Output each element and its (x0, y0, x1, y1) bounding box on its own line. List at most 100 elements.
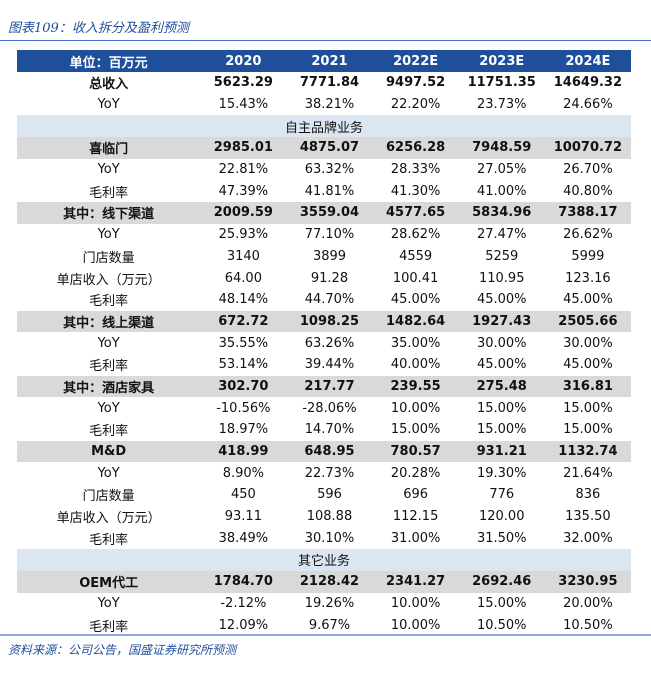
table-row: 单店收入（万元） 64.00 91.28 100.41 110.95 123.16 (17, 267, 631, 289)
cell-value: 63.32% (304, 162, 355, 178)
row-label: OEM代工 (17, 570, 201, 593)
row-label: YoY (97, 335, 120, 351)
cell-value: 14.70% (304, 422, 355, 438)
row-label: 毛利率 (89, 185, 129, 201)
cell-value: 9497.52 (386, 75, 446, 91)
section-row: 自主品牌业务 (17, 115, 631, 138)
row-label: YoY (97, 227, 120, 243)
revenue-forecast-table: 单位：百万元 2020 2021 2022E 2023E 2024E 总收入 56… (17, 50, 631, 636)
table-row: 其中：线上渠道 672.72 1098.25 1482.64 1927.43 2505.6… (17, 310, 631, 333)
cell-value: 20.00% (563, 595, 613, 611)
header-2020: 2020 (200, 50, 287, 72)
row-label: YoY (97, 97, 120, 113)
cell-value: 648.95 (286, 440, 373, 463)
cell-value: 108.88 (306, 509, 353, 525)
cell-value: 22.20% (390, 97, 441, 113)
cell-value: 19.26% (304, 595, 355, 611)
cell-value: 31.00% (390, 530, 441, 546)
cell-value: 1784.70 (200, 570, 287, 593)
table-row: 门店数量 3140 3899 4559 5259 5999 (17, 246, 631, 268)
cell-value: 10070.72 (544, 137, 631, 159)
table-row: YoY 15.43% 38.21% 22.20% 23.73% 24.66% (17, 94, 631, 116)
cell-value: 63.26% (304, 335, 355, 351)
section-title: 自主品牌业务 (17, 115, 631, 138)
cell-value: -28.06% (302, 400, 357, 416)
cell-value: 15.43% (218, 97, 269, 113)
cell-value: 3230.95 (544, 570, 631, 593)
table-row: 单店收入（万元） 93.11 108.88 112.15 120.00 135.50 (17, 506, 631, 528)
table-row: 喜临门 2985.01 4875.07 6256.28 7948.59 10070.72 (17, 137, 631, 159)
cell-value: 2128.42 (286, 570, 373, 593)
table-row: YoY 35.55% 63.26% 35.00% 30.00% 30.00% (17, 332, 631, 354)
cell-value: 931.21 (458, 440, 545, 463)
cell-value: 4559 (399, 248, 433, 264)
cell-value: 53.14% (218, 357, 269, 373)
cell-value: 15.00% (390, 422, 441, 438)
cell-value: 38.49% (218, 530, 269, 546)
cell-value: 5623.29 (213, 75, 273, 91)
cell-value: 9.67% (308, 617, 351, 633)
table-header-row: 单位：百万元 2020 2021 2022E 2023E 2024E (17, 50, 631, 72)
cell-value: 48.14% (218, 292, 269, 308)
cell-value: 10.50% (476, 617, 527, 633)
row-label: YoY (97, 595, 120, 611)
cell-value: 41.30% (390, 183, 441, 199)
cell-value: 26.62% (563, 227, 613, 243)
cell-value: 35.55% (218, 335, 269, 351)
cell-value: 3140 (226, 248, 260, 264)
table-row: YoY 25.93% 77.10% 28.62% 27.47% 26.62% (17, 224, 631, 246)
cell-value: 3559.04 (286, 202, 373, 224)
cell-value: 22.73% (304, 465, 355, 481)
cell-value: 93.11 (224, 509, 262, 525)
header-unit: 单位：百万元 (17, 50, 201, 72)
row-label: 门店数量 (82, 250, 135, 266)
row-label: 单店收入（万元） (56, 272, 161, 288)
row-label: 喜临门 (17, 137, 201, 159)
cell-value: 4875.07 (286, 137, 373, 159)
cell-value: 30.00% (563, 335, 613, 351)
cell-value: 120.00 (478, 509, 525, 525)
cell-value: 1482.64 (372, 310, 459, 333)
cell-value: 91.28 (310, 270, 349, 286)
row-label: 总收入 (89, 77, 129, 93)
cell-value: 3899 (312, 248, 347, 264)
source-note: 资料来源：公司公告，国盛证券研究所预测 (8, 643, 237, 657)
cell-value: 7771.84 (299, 75, 360, 91)
cell-value: 38.21% (304, 97, 355, 113)
table-row: 门店数量 450 596 696 776 836 (17, 484, 631, 506)
cell-value: 10.00% (390, 617, 441, 633)
cell-value: 450 (230, 487, 256, 503)
header-2023e: 2023E (458, 50, 545, 72)
row-label: M&D (17, 440, 201, 463)
cell-value: 10.00% (390, 595, 441, 611)
cell-value: 135.50 (565, 509, 611, 525)
cell-value: 776 (489, 487, 515, 503)
cell-value: 112.15 (392, 509, 439, 525)
cell-value: 239.55 (372, 375, 459, 398)
table-row: 毛利率 48.14% 44.70% 45.00% 45.00% 45.00% (17, 289, 631, 311)
cell-value: -10.56% (216, 400, 271, 416)
cell-value: 123.16 (565, 270, 611, 286)
row-label: 其中：线下渠道 (17, 202, 201, 224)
figure-title: 图表109：收入拆分及盈利预测 (8, 21, 189, 36)
cell-value: 10.00% (390, 400, 441, 416)
row-label: 毛利率 (89, 619, 129, 635)
cell-value: 27.47% (476, 227, 527, 243)
cell-value: 25.93% (218, 227, 269, 243)
table-row: 其中：酒店家具 302.70 217.77 239.55 275.48 316.81 (17, 375, 631, 398)
row-label: YoY (97, 162, 120, 178)
row-label: 毛利率 (89, 532, 129, 548)
cell-value: 45.00% (563, 357, 613, 373)
row-label: 毛利率 (89, 424, 129, 440)
row-label: 毛利率 (89, 359, 129, 375)
table-row: YoY -2.12% 19.26% 10.00% 15.00% 20.00% (17, 593, 631, 615)
cell-value: 2505.66 (544, 310, 631, 333)
cell-value: 418.99 (200, 440, 287, 463)
cell-value: 11751.35 (467, 75, 536, 91)
cell-value: 1132.74 (544, 440, 631, 463)
cell-value: 40.80% (563, 183, 613, 199)
cell-value: 2692.46 (458, 570, 545, 593)
section-title: 其它业务 (17, 549, 631, 571)
cell-value: 302.70 (200, 375, 287, 398)
cell-value: 45.00% (563, 292, 613, 308)
